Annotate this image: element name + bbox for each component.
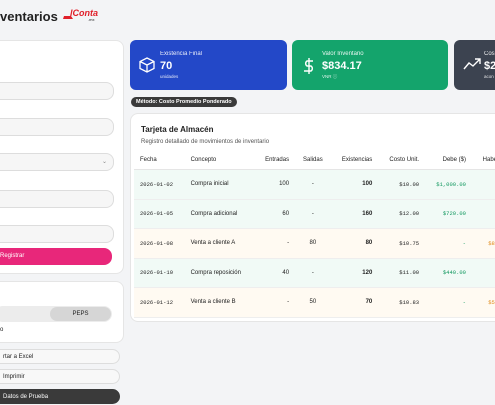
table-cell: $10.83 [378, 287, 426, 318]
table-cell [471, 199, 495, 229]
trend-icon [463, 58, 481, 70]
card-sub: acon [484, 74, 494, 79]
table-cell: Venta a cliente B [184, 287, 255, 318]
table-cell: - [295, 169, 331, 200]
table-row: 2026-01-02 Compra inicial 100-100 $10.00 $1,… [134, 169, 495, 200]
table-cell: $10.00 [378, 169, 426, 200]
table-cell: 40 [254, 258, 296, 288]
card-label: Existencia Final [160, 51, 203, 57]
table-cell: $541.6 [471, 287, 495, 318]
logo-car [63, 16, 73, 19]
table-cell: Venta a cliente A [184, 228, 255, 259]
app-title: ventarios [0, 9, 58, 24]
table-cell: 50 [295, 287, 331, 318]
table-cell: - [425, 228, 472, 259]
input[interactable] [0, 118, 114, 136]
card-value: 70 [160, 60, 173, 72]
table-cell: $860.0 [471, 228, 495, 259]
note: o [0, 327, 4, 333]
table-cell [471, 169, 495, 200]
export-button[interactable]: rtar a Excel [0, 349, 120, 364]
table-cell: - [425, 287, 472, 318]
dollar-icon [304, 58, 313, 74]
card-value: $2 [484, 60, 495, 72]
table-title: Tarjeta de Almacén [141, 125, 214, 134]
stock-card: Existencia Final 70 unidades [130, 40, 287, 90]
table-cell: $720.00 [425, 199, 472, 229]
card-label: Cos [484, 51, 495, 57]
column-header: Costo Unit. [378, 151, 426, 170]
table-cell: 70 [330, 287, 379, 318]
table-cell: - [295, 258, 331, 288]
table-cell: 60 [254, 199, 296, 229]
card-sub: VNR ⓘ [322, 74, 338, 79]
card-value: $834.17 [322, 60, 362, 72]
column-header: Existencias [330, 151, 379, 170]
value-card: Valor Inventario $834.17 VNR ⓘ [292, 40, 448, 90]
logo-suffix: .mx [88, 17, 95, 22]
print-button[interactable]: Imprimir [0, 369, 120, 384]
input[interactable] [0, 82, 114, 100]
table-cell: 100 [254, 169, 296, 200]
table-cell: 160 [330, 199, 379, 229]
card-sub: unidades [160, 74, 179, 79]
select[interactable]: ⌄ [0, 153, 114, 171]
table-cell: 100 [330, 169, 379, 200]
table-cell: - [254, 228, 296, 259]
table-cell: 2026-01-02 [134, 169, 185, 200]
cost-card: Cos $2 acon [454, 40, 495, 90]
table-cell: 2026-01-08 [134, 228, 185, 259]
table-cell: $440.00 [425, 258, 472, 288]
table-cell: 2026-01-12 [134, 287, 185, 318]
table-cell: 80 [330, 228, 379, 259]
table-cell [471, 258, 495, 288]
table-row: 2026-01-08 Venta a cliente A -80 80 $10.75- $… [134, 228, 495, 259]
logo-text: lConta [70, 8, 98, 18]
table-cell: Compra inicial [184, 169, 255, 200]
ledger-table: Fecha Concepto Entradas Salidas Existencias C… [134, 151, 495, 318]
column-header: Haber ($) [471, 151, 495, 170]
column-header: Salidas [295, 151, 331, 170]
table-cell: 80 [295, 228, 331, 259]
table-cell: $10.75 [378, 228, 426, 259]
table-subtitle: Registro detallado de movimientos de inv… [141, 139, 270, 145]
table-cell: 120 [330, 258, 379, 288]
input[interactable] [0, 225, 114, 243]
logo: lConta .mx [62, 8, 100, 22]
column-header: Debe ($) [425, 151, 472, 170]
method-badge: Método: Costo Promedio Ponderado [131, 97, 237, 107]
table-cell: $1,000.00 [425, 169, 472, 200]
table-row: 2026-01-05 Compra adicional 60-160 $12.00 $7… [134, 199, 495, 229]
table-cell: - [295, 199, 331, 229]
table-cell: $12.00 [378, 199, 426, 229]
column-header: Fecha [134, 151, 185, 170]
table-row: 2026-01-12 Venta a cliente B -50 70 $10.83- $… [134, 287, 495, 318]
column-header: Concepto [184, 151, 255, 170]
table-cell: $11.00 [378, 258, 426, 288]
table-cell: 2026-01-10 [134, 258, 185, 288]
table-cell: 2026-01-05 [134, 199, 185, 229]
table-cell: Compra reposición [184, 258, 255, 288]
card-label: Valor Inventario [322, 51, 364, 57]
sample-data-button[interactable]: Datos de Prueba [0, 389, 120, 404]
box-icon [139, 57, 155, 73]
register-button[interactable]: Registrar [0, 248, 112, 265]
table-row: 2026-01-10 Compra reposición 40-120 $11.00 $… [134, 258, 495, 288]
column-header: Entradas [254, 151, 296, 170]
toggle: PEPS [0, 306, 112, 322]
table-cell: Compra adicional [184, 199, 255, 229]
table-cell: - [254, 287, 296, 318]
input[interactable] [0, 190, 114, 208]
toggle-option[interactable]: PEPS [50, 307, 111, 321]
